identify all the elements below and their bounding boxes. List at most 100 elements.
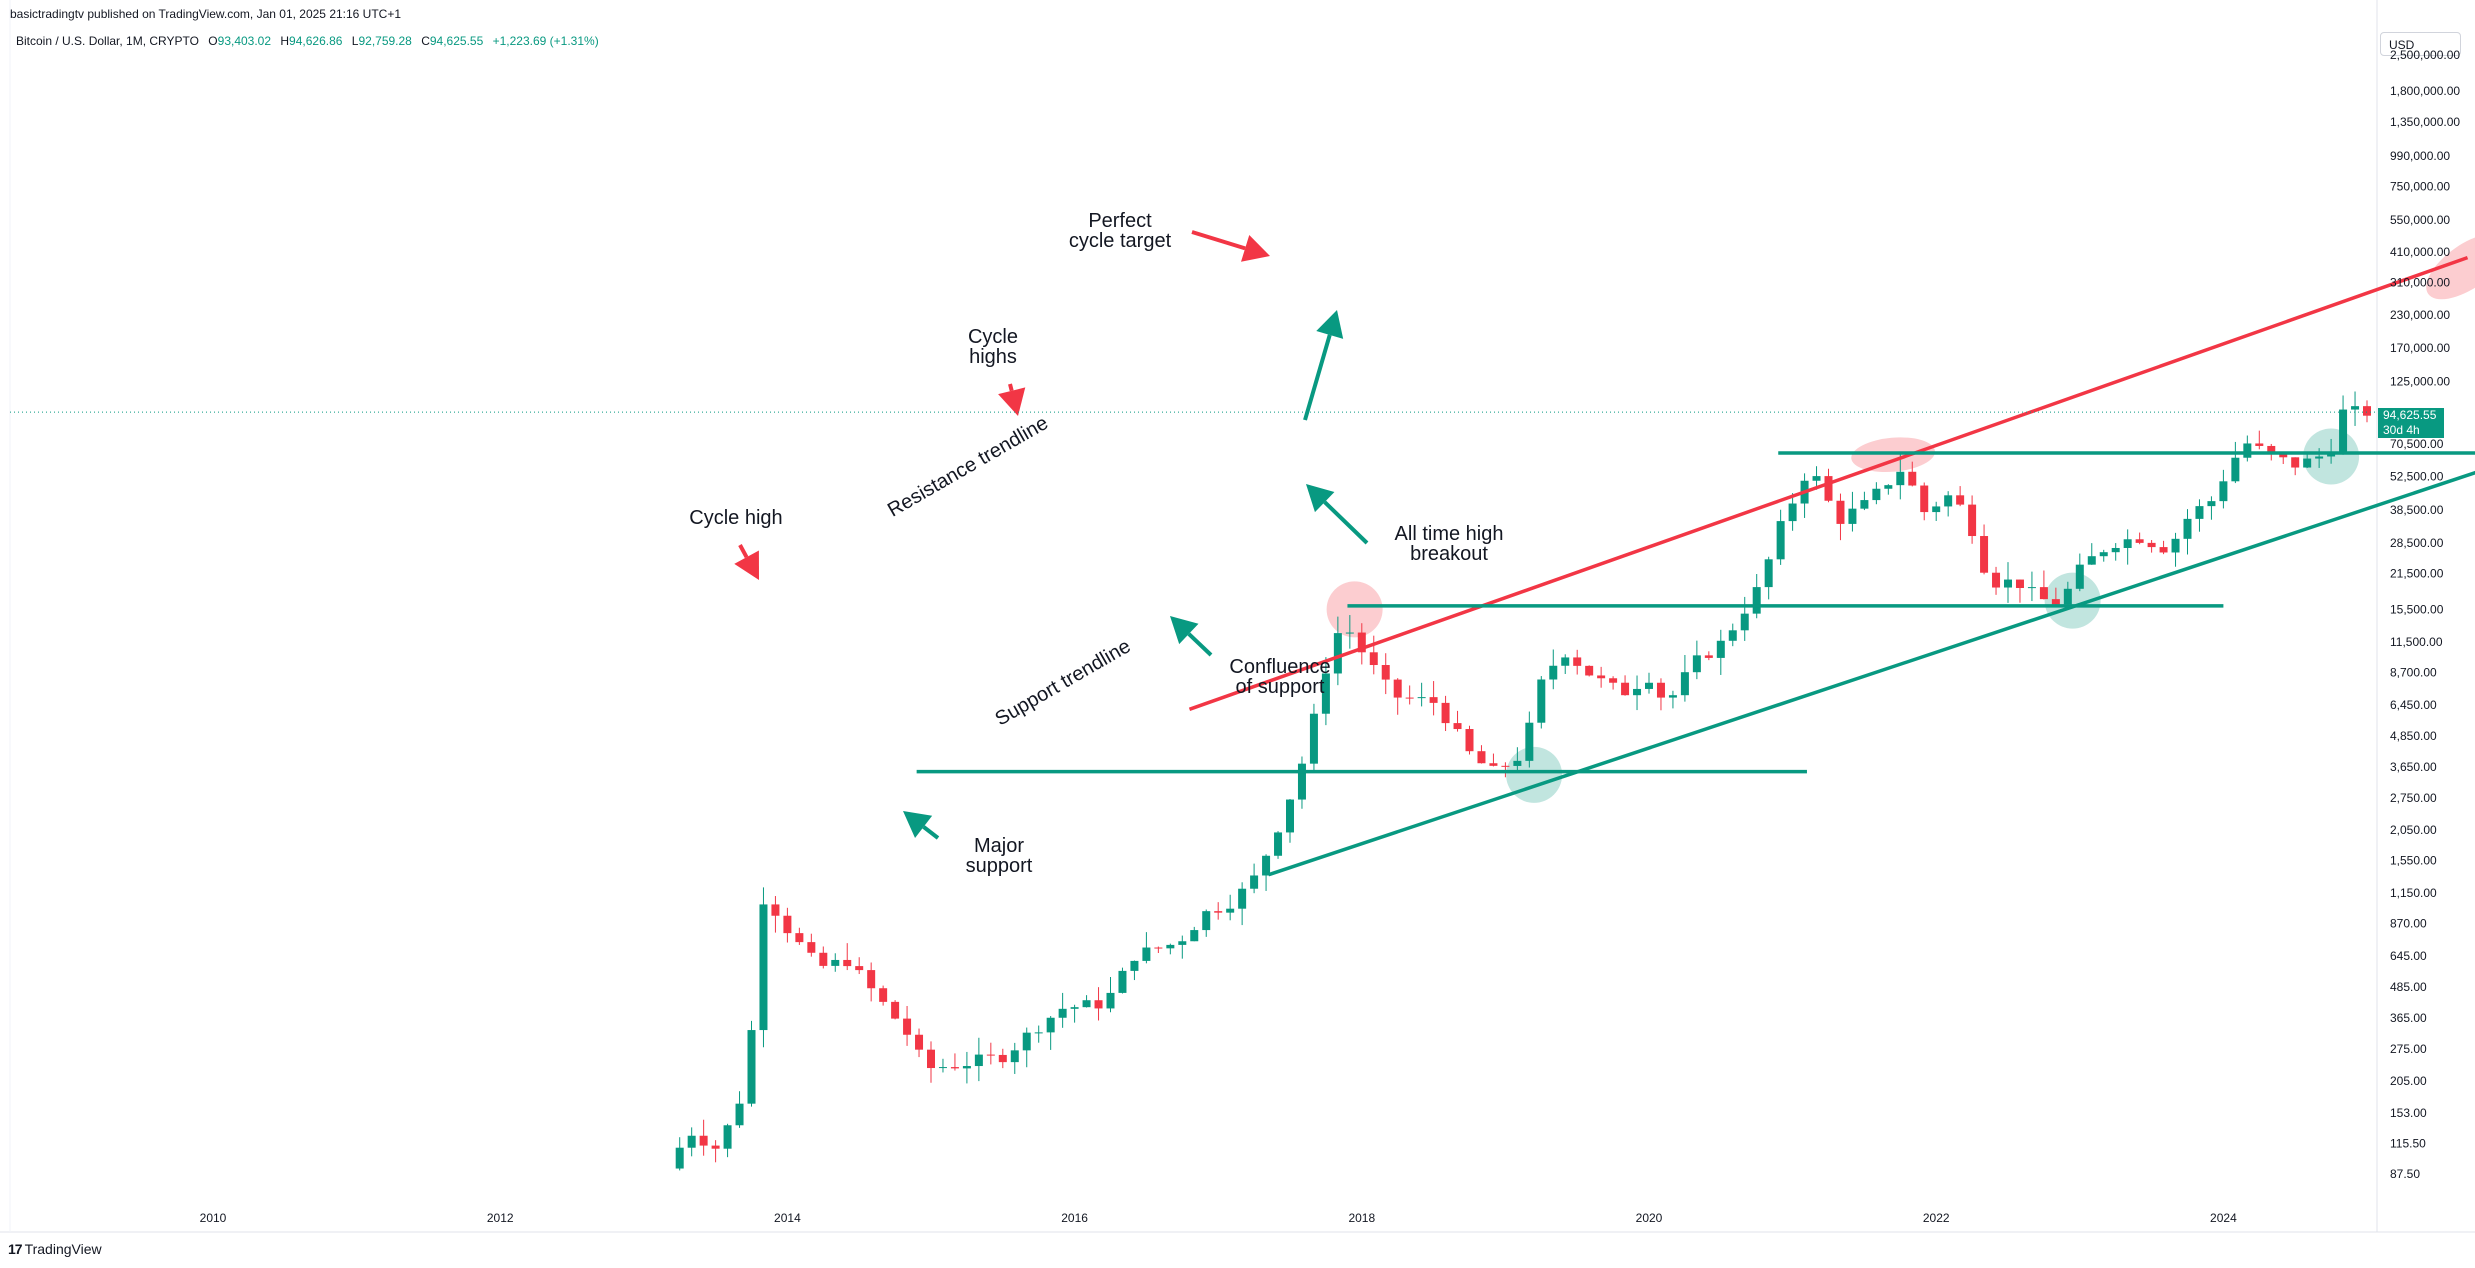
arrow-confluence — [1170, 616, 1213, 657]
arrow-major-support — [903, 811, 940, 840]
candle-body — [2075, 564, 2084, 589]
candle-body — [1968, 504, 1977, 537]
candle-body — [2004, 579, 2012, 588]
candle-body — [2255, 443, 2264, 446]
y-tick-label: 2,050.00 — [2390, 823, 2437, 837]
candle-body — [974, 1054, 983, 1067]
candle-body — [2363, 406, 2371, 416]
candle-body — [903, 1018, 912, 1035]
candle-body — [950, 1067, 959, 1069]
candle-body — [1537, 679, 1546, 723]
candle-body — [1022, 1032, 1031, 1051]
candle-body — [795, 933, 804, 943]
y-tick-label: 4,850.00 — [2390, 729, 2437, 743]
y-tick-label: 2,750.00 — [2390, 791, 2437, 805]
candle-body — [2315, 456, 2324, 459]
candle-body — [1309, 713, 1318, 764]
target-highlight — [2426, 233, 2475, 300]
close-value: 94,625.55 — [429, 34, 484, 48]
candle-body — [747, 1030, 756, 1104]
candle-body — [1836, 500, 1845, 524]
y-tick-label: 8,700.00 — [2390, 665, 2437, 679]
candle-body — [759, 904, 768, 1031]
y-tick-label: 365.00 — [2390, 1011, 2427, 1025]
candle-body — [2267, 445, 2276, 453]
label-ath-2: breakout — [1410, 543, 1488, 565]
y-tick-label: 1,350,000.00 — [2390, 115, 2460, 129]
symbol-title: Bitcoin / U.S. Dollar, 1M, CRYPTO — [16, 34, 199, 48]
confluence-highlight — [2044, 572, 2101, 629]
candle-body — [1920, 485, 1929, 513]
candle-body — [867, 970, 876, 989]
high-value: 94,626.86 — [289, 34, 343, 48]
candle-body — [1740, 613, 1749, 631]
low-label: L — [351, 34, 359, 48]
candle-body — [1716, 640, 1725, 658]
label-major-1: Major — [974, 835, 1024, 857]
currency-button[interactable]: USD — [2380, 32, 2461, 56]
major-support-highlight — [1506, 746, 1563, 803]
candle-body — [1752, 587, 1761, 614]
candle-body — [1058, 1008, 1067, 1018]
y-tick-label: 170,000.00 — [2390, 341, 2450, 355]
candle-body — [2039, 587, 2048, 600]
arrow-breakout-up — [1303, 310, 1344, 421]
candle-body — [1034, 1032, 1043, 1034]
candle-body — [1728, 630, 1737, 641]
candle-body — [807, 942, 816, 953]
candle-body — [962, 1066, 971, 1069]
candle-body — [1357, 632, 1366, 653]
last-price-value: 94,625.55 — [2383, 408, 2437, 422]
candle-body — [1070, 1007, 1079, 1009]
candle-body — [1118, 970, 1127, 993]
candle-body — [1932, 506, 1941, 513]
label-cycle-highs-1: Cycle — [968, 326, 1018, 348]
y-tick-label: 87.50 — [2390, 1167, 2420, 1181]
candle-body — [1812, 476, 1821, 481]
x-tick-label: 2014 — [774, 1211, 801, 1225]
candle-body — [1561, 657, 1570, 666]
candle-body — [1274, 832, 1283, 856]
candle-body — [1680, 672, 1689, 696]
time-axis[interactable]: 2010201220142016201820202022202420262028… — [200, 1211, 2475, 1225]
tradingview-logo[interactable]: 17 TradingView — [8, 1241, 102, 1257]
price-axis[interactable]: 2,500,000.00 1,800,000.00 1,350,000.00 990,… — [2390, 48, 2460, 1181]
y-tick-label: 153.00 — [2390, 1106, 2427, 1120]
candle-body — [2243, 443, 2252, 458]
candle-body — [2291, 457, 2300, 468]
candle-body — [723, 1125, 732, 1149]
support-trendline[interactable] — [1267, 461, 2475, 877]
x-tick-label: 2012 — [487, 1211, 514, 1225]
candle-body — [2135, 539, 2144, 543]
candle-body — [843, 959, 852, 967]
candle-body — [1453, 723, 1462, 730]
candle-body — [1597, 675, 1606, 679]
open-label: O — [208, 34, 218, 48]
candle-body — [1477, 751, 1486, 764]
candle-body — [1656, 682, 1665, 698]
ohlc-legend: Bitcoin / U.S. Dollar, 1M, CRYPTO O93,40… — [16, 34, 599, 48]
candle-body — [1142, 947, 1151, 961]
y-tick-label: 70,500.00 — [2390, 437, 2444, 451]
candle-body — [855, 966, 864, 971]
candle-body — [1178, 941, 1187, 945]
candle-body — [1226, 908, 1235, 913]
candle-body — [2219, 481, 2228, 502]
y-tick-label: 870.00 — [2390, 916, 2427, 930]
candle-body — [1896, 471, 1905, 486]
y-tick-label: 410,000.00 — [2390, 245, 2450, 259]
resistance-trendline[interactable] — [1188, 255, 2469, 711]
candle-body — [1154, 947, 1163, 949]
last-price-tag: 94,625.55 30d 4h — [2378, 408, 2444, 438]
candle-body — [2123, 539, 2132, 548]
candle-body — [2147, 542, 2156, 548]
candle-body — [1465, 729, 1474, 752]
candle-body — [915, 1034, 924, 1050]
arrow-cycle-high — [734, 544, 759, 580]
label-support-trendline: Support trendline — [992, 635, 1135, 730]
candle-body — [711, 1145, 720, 1149]
candle-body — [2087, 556, 2096, 565]
candle-body — [1202, 911, 1211, 931]
candle-body — [1668, 695, 1677, 698]
